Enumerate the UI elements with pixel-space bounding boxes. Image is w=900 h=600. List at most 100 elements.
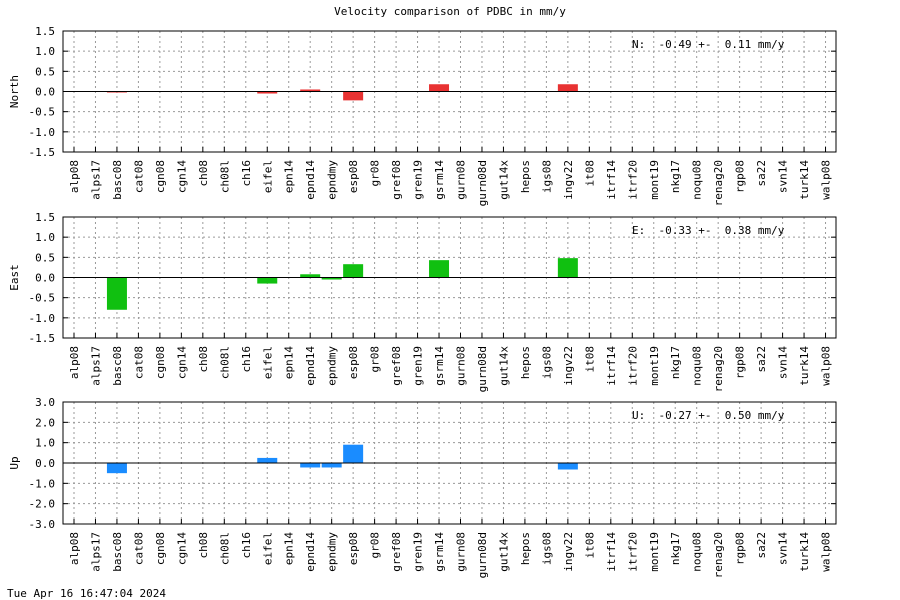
north-xtick-label: cgn14 <box>175 160 188 193</box>
up-xtick-label: hepos <box>519 532 532 565</box>
east-xtick-label: cat08 <box>132 346 145 379</box>
north-bar-esp08 <box>343 91 364 101</box>
north-xtick-label: cgn08 <box>154 160 167 193</box>
up-xtick-label: nkg17 <box>669 532 682 565</box>
north-xtick-label: walp08 <box>820 160 833 200</box>
up-xtick-label: eifel <box>261 532 274 565</box>
east-xtick-label: walp08 <box>820 346 833 386</box>
east-xtick-label: turk14 <box>798 346 811 386</box>
north-xtick-label: noqu08 <box>691 160 704 200</box>
up-xtick-label: gurn08 <box>455 532 468 572</box>
north-ytick-label: 0.0 <box>35 86 55 99</box>
north-ytick-label: 0.5 <box>35 65 55 78</box>
east-xtick-label: alp08 <box>68 346 81 379</box>
up-xtick-label: mont19 <box>648 532 661 572</box>
up-xtick-label: gref08 <box>390 532 403 572</box>
timestamp: Tue Apr 16 16:47:04 2024 <box>7 587 166 600</box>
up-xtick-label: it08 <box>583 532 596 559</box>
north-xtick-label: alp08 <box>68 160 81 193</box>
north-xtick-label: esp08 <box>347 160 360 193</box>
up-xtick-label: cgn14 <box>175 532 188 565</box>
north-xtick-label: itrf20 <box>626 160 639 200</box>
east-ytick-label: -0.5 <box>29 292 56 305</box>
up-xtick-label: sa22 <box>755 532 768 559</box>
up-xtick-label: alps17 <box>89 532 102 572</box>
up-xtick-label: ch08 <box>197 532 210 559</box>
north-xtick-label: rgp08 <box>734 160 747 193</box>
east-ytick-label: -1.0 <box>29 312 56 325</box>
north-xtick-label: eifel <box>261 160 274 193</box>
north-xtick-label: cat08 <box>132 160 145 193</box>
up-bar-ingv22 <box>557 463 578 470</box>
north-xtick-label: ch16 <box>240 160 253 187</box>
east-xtick-label: mont19 <box>648 346 661 386</box>
north-xtick-label: igs08 <box>540 160 553 193</box>
north-xtick-label: basc08 <box>111 160 124 200</box>
up-ytick-label: -1.0 <box>29 477 56 490</box>
up-xtick-label: basc08 <box>111 532 124 572</box>
east-xtick-label: epn14 <box>283 346 296 379</box>
east-xtick-label: noqu08 <box>691 346 704 386</box>
up-xtick-label: ch08l <box>218 532 231 565</box>
north-xtick-label: gut14x <box>497 160 510 200</box>
up-bar-basc08 <box>106 463 127 474</box>
east-xtick-label: gut14x <box>497 346 510 386</box>
east-xtick-label: esp08 <box>347 346 360 379</box>
north-ytick-label: -0.5 <box>29 106 56 119</box>
up-bar-esp08 <box>343 444 364 463</box>
east-ytick-label: 0.5 <box>35 251 55 264</box>
up-bar-epndmy <box>321 463 342 468</box>
up-xtick-label: noqu08 <box>691 532 704 572</box>
north-bar-ingv22 <box>557 84 578 92</box>
up-ytick-label: 3.0 <box>35 396 55 409</box>
north-xtick-label: gref08 <box>390 160 403 200</box>
up-xtick-label: renag20 <box>712 532 725 578</box>
up-bar-epnd14 <box>300 463 321 468</box>
east-xtick-label: itrf20 <box>626 346 639 386</box>
north-xtick-label: gurn08d <box>476 160 489 206</box>
east-xtick-label: ch16 <box>240 346 253 373</box>
north-xtick-label: gurn08 <box>455 160 468 200</box>
east-xtick-label: it08 <box>583 346 596 373</box>
up-xtick-label: gurn08d <box>476 532 489 578</box>
east-bar-basc08 <box>106 277 127 310</box>
east-bar-gsrm14 <box>429 260 450 278</box>
east-xtick-label: rgp08 <box>734 346 747 379</box>
east-xtick-label: epndmy <box>326 346 339 386</box>
up-ytick-label: 0.0 <box>35 457 55 470</box>
east-bar-epnd14 <box>300 274 321 278</box>
east-xtick-label: epnd14 <box>304 346 317 386</box>
up-xtick-label: alp08 <box>68 532 81 565</box>
east-xtick-label: cgn14 <box>175 346 188 379</box>
north-xtick-label: gr08 <box>369 160 382 187</box>
north-xtick-label: renag20 <box>712 160 725 206</box>
north-bar-gsrm14 <box>429 84 450 92</box>
east-xtick-label: basc08 <box>111 346 124 386</box>
north-xtick-label: hepos <box>519 160 532 193</box>
east-ytick-label: -1.5 <box>29 332 56 345</box>
north-axis-label: North <box>8 75 21 108</box>
north-xtick-label: mont19 <box>648 160 661 200</box>
north-xtick-label: itrf14 <box>605 160 618 200</box>
east-xtick-label: ch08l <box>218 346 231 379</box>
up-plot-frame <box>62 401 837 525</box>
east-xtick-label: gurn08 <box>455 346 468 386</box>
up-xtick-label: itrf14 <box>605 532 618 572</box>
north-xtick-label: ch08l <box>218 160 231 193</box>
east-axis-label: East <box>8 264 21 291</box>
up-xtick-label: epn14 <box>283 532 296 565</box>
east-xtick-label: itrf14 <box>605 346 618 386</box>
north-xtick-label: epndmy <box>326 160 339 200</box>
north-xtick-label: ingv22 <box>562 160 575 200</box>
up-xtick-label: gren19 <box>412 532 425 572</box>
east-bar-epndmy <box>321 277 342 280</box>
east-xtick-label: ch08 <box>197 346 210 373</box>
north-xtick-label: turk14 <box>798 160 811 200</box>
up-xtick-label: gsrm14 <box>433 532 446 572</box>
north-bar-eifel <box>257 91 278 94</box>
east-ytick-label: 1.5 <box>35 211 55 224</box>
east-xtick-label: igs08 <box>540 346 553 379</box>
east-xtick-label: hepos <box>519 346 532 379</box>
east-xtick-label: cgn08 <box>154 346 167 379</box>
east-xtick-label: eifel <box>261 346 274 379</box>
